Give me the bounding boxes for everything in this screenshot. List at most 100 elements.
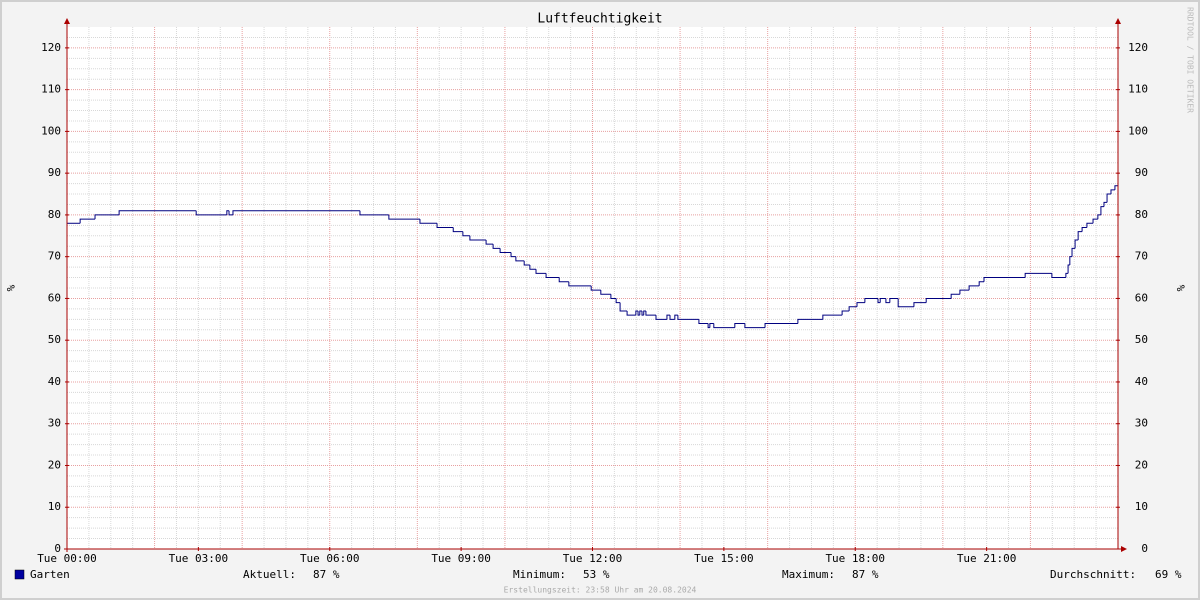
line-segment bbox=[94, 214, 120, 220]
line-segment bbox=[925, 297, 952, 303]
x-tick-label: Tue 12:00 bbox=[563, 552, 623, 565]
y-tick-label-right: 60 bbox=[1135, 291, 1148, 304]
line-segment bbox=[713, 323, 735, 329]
line-segment bbox=[709, 322, 714, 328]
x-tick-label: Tue 09:00 bbox=[431, 552, 491, 565]
legend-label: Garten bbox=[30, 568, 70, 581]
line-segment bbox=[1092, 218, 1098, 224]
line-segment bbox=[864, 297, 879, 303]
line-segment bbox=[1100, 206, 1104, 215]
line-segment bbox=[359, 210, 389, 216]
y-tick-label: 20 bbox=[48, 458, 61, 471]
line-segment bbox=[879, 297, 886, 303]
y-tick-label-right: 110 bbox=[1128, 83, 1148, 96]
y-tick-label: 50 bbox=[48, 333, 61, 346]
y-tick-label-right: 30 bbox=[1135, 417, 1148, 430]
y-tick-label-right: 90 bbox=[1135, 166, 1148, 179]
line-segment bbox=[226, 210, 230, 215]
line-segment bbox=[492, 244, 501, 249]
line-segment bbox=[764, 322, 798, 328]
line-segment bbox=[419, 219, 438, 224]
line-segment bbox=[1065, 272, 1069, 278]
line-segment bbox=[590, 285, 601, 291]
line-segment bbox=[1114, 185, 1118, 190]
line-segment bbox=[79, 218, 96, 224]
line-segment bbox=[669, 315, 675, 320]
y-tick-label: 110 bbox=[41, 83, 61, 96]
line-segment bbox=[1071, 247, 1076, 257]
line-segment bbox=[1103, 201, 1108, 207]
line-segment bbox=[619, 302, 628, 312]
line-segment bbox=[950, 293, 960, 299]
line-segment bbox=[635, 310, 639, 316]
line-segment bbox=[643, 310, 646, 316]
stat-label: Durchschnitt: bbox=[1050, 568, 1136, 581]
line-segment bbox=[615, 298, 621, 304]
line-segment bbox=[1086, 222, 1094, 228]
line-segment bbox=[885, 298, 890, 304]
y-tick-label: 120 bbox=[41, 41, 61, 54]
line-segment bbox=[707, 323, 710, 329]
line-segment bbox=[744, 323, 766, 329]
line-segment bbox=[1069, 256, 1073, 266]
line-segment bbox=[1097, 214, 1101, 220]
line-segment bbox=[848, 306, 858, 311]
x-tick-label: Tue 00:00 bbox=[37, 552, 97, 565]
y-tick-label: 70 bbox=[48, 250, 61, 263]
line-segment bbox=[510, 252, 516, 258]
y-tick-label-right: 70 bbox=[1135, 250, 1148, 263]
line-segment bbox=[610, 294, 617, 299]
line-segment bbox=[666, 314, 671, 320]
line-segment bbox=[1110, 189, 1115, 195]
line-segment bbox=[485, 239, 494, 245]
line-segment bbox=[436, 223, 454, 228]
line-segment bbox=[641, 310, 644, 316]
y-tick-label-right: 80 bbox=[1135, 208, 1148, 221]
line-segment bbox=[674, 314, 678, 320]
line-segment bbox=[462, 231, 470, 237]
line-segment bbox=[698, 319, 709, 324]
stat-label: Minimum: bbox=[513, 568, 566, 581]
line-segment bbox=[515, 256, 525, 262]
y-tick-label-right: 100 bbox=[1128, 124, 1148, 137]
chart-title: Luftfeuchtigkeit bbox=[537, 12, 662, 27]
line-segment bbox=[655, 315, 667, 320]
x-tick-label: Tue 03:00 bbox=[169, 552, 229, 565]
x-tick-label: Tue 15:00 bbox=[694, 552, 754, 565]
line-segment bbox=[734, 322, 745, 328]
y-tick-label-right: 40 bbox=[1135, 375, 1148, 388]
line-segment bbox=[232, 210, 360, 215]
line-segment bbox=[841, 310, 850, 316]
line-segment bbox=[913, 302, 927, 307]
y-tick-label: 10 bbox=[48, 500, 61, 513]
axis-arrow bbox=[1121, 546, 1127, 552]
footer: Erstellungszeit: 23:58 Uhr am 20.08.2024 bbox=[504, 586, 697, 595]
y-tick-label-right: 10 bbox=[1135, 500, 1148, 513]
marks bbox=[67, 185, 1118, 329]
line-segment bbox=[535, 269, 547, 274]
y-tick-label-right: 0 bbox=[1141, 542, 1148, 555]
y-tick-label: 90 bbox=[48, 166, 61, 179]
y-tick-label: 100 bbox=[41, 124, 61, 137]
x-tick-label: Tue 21:00 bbox=[957, 552, 1017, 565]
line-segment bbox=[388, 214, 420, 220]
line-segment bbox=[195, 210, 227, 216]
line-segment bbox=[1067, 264, 1070, 274]
line-segment bbox=[1081, 226, 1087, 232]
y-tick-label: 30 bbox=[48, 417, 61, 430]
watermark: RRDTOOL / TOBI OETIKER bbox=[1186, 7, 1195, 113]
stat-label: Aktuell: bbox=[243, 568, 296, 581]
line-segment bbox=[983, 277, 1026, 282]
line-segment bbox=[452, 227, 463, 233]
line-segment bbox=[1106, 193, 1111, 203]
line-segment bbox=[797, 318, 823, 324]
line-segment bbox=[529, 265, 537, 270]
y-tick-label: 60 bbox=[48, 291, 61, 304]
axis-arrow bbox=[1115, 18, 1121, 24]
y-tick-label: 80 bbox=[48, 208, 61, 221]
legend-swatch bbox=[14, 569, 25, 580]
stat-value: 87 % bbox=[313, 568, 340, 581]
line-segment bbox=[889, 297, 899, 303]
